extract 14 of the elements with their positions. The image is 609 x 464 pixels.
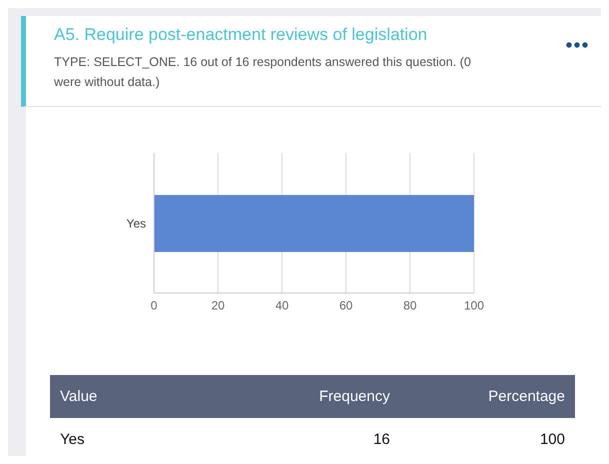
text: Value (59, 388, 98, 405)
chart-title: A5. Require post-enactment reviews of legislation (54, 25, 428, 45)
x-tick-label: 40 (275, 298, 289, 313)
x-tick-label: 100 (464, 298, 484, 313)
text: Frequency (318, 388, 391, 405)
x-tick-label: 60 (339, 298, 353, 313)
chart-subtitle: TYPE: SELECT_ONE. 16 out of 16 respondents answered this question. (0 were without data.) (54, 54, 472, 91)
text: 16 (372, 431, 391, 448)
text: Yes (59, 431, 86, 448)
x-tick-label: 80 (403, 298, 417, 313)
x-tick-label: 0 (150, 298, 158, 313)
text: 100 (538, 431, 566, 448)
text: Percentage (487, 388, 566, 405)
x-tick-label: 20 (211, 298, 225, 313)
